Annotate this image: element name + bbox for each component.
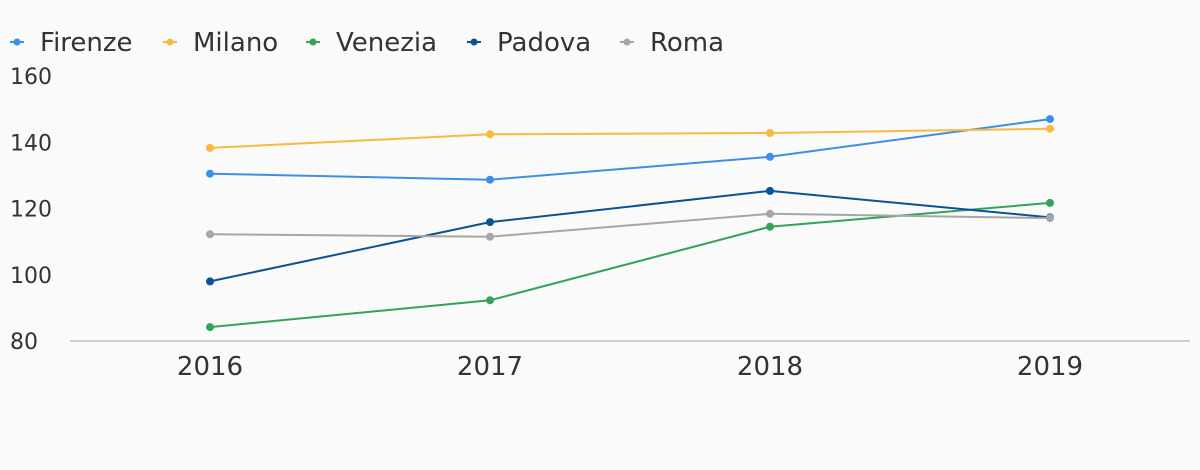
legend-item-padova[interactable]: Padova xyxy=(467,28,591,58)
legend-item-roma[interactable]: Roma xyxy=(620,28,724,58)
legend-item-milano[interactable]: Milano xyxy=(163,28,278,58)
series-lines xyxy=(206,115,1054,332)
legend-label: Padova xyxy=(497,28,591,58)
legend-item-firenze[interactable]: Firenze xyxy=(10,28,133,58)
legend-dot-marker xyxy=(309,38,317,46)
y-axis: 80 100 120 140 160 xyxy=(10,65,52,355)
legend-label: Milano xyxy=(193,28,278,58)
legend-dot-marker xyxy=(13,38,21,46)
data-point-roma[interactable] xyxy=(206,230,214,239)
y-tick-label: 100 xyxy=(10,264,52,289)
series-line-venezia xyxy=(209,201,1051,329)
data-point-firenze[interactable] xyxy=(206,169,214,178)
data-point-padova[interactable] xyxy=(486,218,494,227)
data-point-milano[interactable] xyxy=(1046,124,1054,133)
data-point-roma[interactable] xyxy=(1046,214,1054,223)
legend: Firenze Milano Venezia Padova Roma xyxy=(10,28,724,58)
data-point-roma[interactable] xyxy=(486,232,494,241)
series-venezia xyxy=(206,198,1054,332)
series-firenze xyxy=(206,115,1054,184)
data-point-venezia[interactable] xyxy=(766,222,774,231)
y-tick-label: 120 xyxy=(10,198,52,223)
legend-label: Roma xyxy=(650,28,724,58)
x-tick-label: 2016 xyxy=(177,352,243,382)
y-tick-label: 160 xyxy=(10,65,52,90)
x-tick-label: 2018 xyxy=(737,352,803,382)
legend-dot-marker xyxy=(470,38,478,46)
data-point-venezia[interactable] xyxy=(1046,198,1054,207)
data-point-roma[interactable] xyxy=(766,209,774,218)
x-tick-label: 2017 xyxy=(457,352,523,382)
data-point-firenze[interactable] xyxy=(766,152,774,161)
data-point-venezia[interactable] xyxy=(486,296,494,305)
series-line-roma xyxy=(209,212,1051,238)
series-line-firenze xyxy=(209,118,1051,181)
data-point-padova[interactable] xyxy=(766,186,774,195)
series-milano xyxy=(206,124,1054,152)
legend-item-venezia[interactable]: Venezia xyxy=(306,28,437,58)
legend-label: Venezia xyxy=(336,28,437,58)
series-line-milano xyxy=(209,127,1051,149)
data-point-firenze[interactable] xyxy=(486,175,494,184)
data-point-milano[interactable] xyxy=(486,130,494,139)
legend-label: Firenze xyxy=(40,28,133,58)
y-tick-label: 80 xyxy=(10,330,38,355)
x-axis: 2016 2017 2018 2019 xyxy=(70,340,1190,382)
data-point-padova[interactable] xyxy=(206,277,214,286)
data-point-milano[interactable] xyxy=(206,143,214,152)
data-point-firenze[interactable] xyxy=(1046,115,1054,124)
series-line-padova xyxy=(209,189,1051,283)
series-roma xyxy=(206,209,1054,241)
y-tick-label: 140 xyxy=(10,131,52,156)
legend-dot-marker xyxy=(166,38,174,46)
legend-dot-marker xyxy=(623,38,631,46)
data-point-venezia[interactable] xyxy=(206,323,214,332)
data-point-milano[interactable] xyxy=(766,129,774,137)
x-tick-label: 2019 xyxy=(1017,352,1083,382)
